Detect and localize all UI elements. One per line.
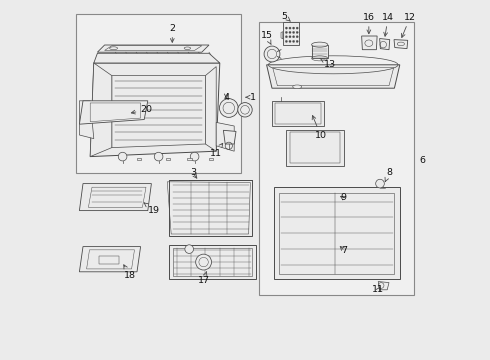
Circle shape (296, 27, 298, 29)
Text: 8: 8 (385, 168, 392, 182)
Circle shape (285, 40, 288, 42)
Polygon shape (98, 45, 209, 52)
Circle shape (220, 99, 238, 117)
Polygon shape (79, 184, 151, 211)
Polygon shape (378, 282, 389, 290)
Bar (99, 256, 119, 264)
Polygon shape (170, 180, 252, 236)
Circle shape (296, 36, 298, 38)
Polygon shape (283, 22, 299, 45)
Text: 9: 9 (340, 194, 346, 202)
Text: 2: 2 (169, 24, 175, 42)
Polygon shape (274, 187, 400, 279)
Polygon shape (90, 63, 112, 157)
Circle shape (289, 31, 291, 33)
Polygon shape (90, 63, 220, 157)
Polygon shape (187, 158, 192, 160)
Ellipse shape (110, 47, 118, 50)
Text: 14: 14 (382, 13, 394, 36)
Text: 1: 1 (246, 93, 256, 102)
Text: 17: 17 (197, 271, 210, 284)
Text: 7: 7 (340, 246, 347, 255)
Polygon shape (272, 101, 324, 126)
Polygon shape (170, 245, 256, 279)
Circle shape (289, 27, 291, 29)
Ellipse shape (312, 42, 328, 47)
Circle shape (289, 36, 291, 38)
Text: 15: 15 (261, 31, 272, 45)
Text: 19: 19 (144, 203, 160, 215)
Polygon shape (312, 45, 328, 58)
Text: 5: 5 (282, 12, 291, 21)
Text: 10: 10 (312, 116, 327, 139)
Text: 12: 12 (401, 13, 416, 37)
Polygon shape (380, 39, 390, 50)
Polygon shape (286, 130, 344, 166)
Circle shape (185, 245, 194, 253)
Circle shape (190, 152, 199, 161)
Text: 18: 18 (124, 265, 136, 280)
Polygon shape (267, 65, 400, 88)
Bar (76, 14, 242, 173)
Circle shape (196, 254, 212, 270)
Polygon shape (137, 158, 141, 160)
Circle shape (285, 27, 288, 29)
Polygon shape (205, 67, 216, 151)
Ellipse shape (184, 47, 191, 49)
Circle shape (293, 31, 294, 33)
Text: 3: 3 (190, 168, 197, 178)
Bar (259, 22, 414, 295)
Text: 11: 11 (210, 143, 223, 158)
Text: 16: 16 (363, 13, 375, 34)
Circle shape (154, 152, 163, 161)
Polygon shape (79, 247, 141, 272)
Circle shape (285, 31, 288, 33)
Text: 6: 6 (419, 156, 426, 165)
Polygon shape (394, 40, 408, 49)
Polygon shape (94, 53, 220, 63)
Text: 4: 4 (223, 93, 229, 102)
Circle shape (296, 31, 298, 33)
Text: 20: 20 (131, 105, 152, 114)
Circle shape (289, 40, 291, 42)
Circle shape (118, 152, 127, 161)
Circle shape (293, 36, 294, 38)
Polygon shape (79, 101, 94, 139)
Ellipse shape (293, 85, 302, 89)
Polygon shape (216, 122, 234, 151)
Circle shape (293, 40, 294, 42)
Circle shape (293, 27, 294, 29)
Polygon shape (281, 32, 283, 39)
Circle shape (285, 36, 288, 38)
Polygon shape (362, 36, 377, 50)
Circle shape (238, 103, 252, 117)
Text: 13: 13 (320, 58, 336, 69)
Circle shape (376, 179, 384, 188)
Polygon shape (223, 130, 236, 144)
Circle shape (264, 46, 280, 62)
Text: 11: 11 (372, 285, 384, 294)
Polygon shape (209, 158, 213, 160)
Circle shape (296, 40, 298, 42)
Polygon shape (79, 101, 148, 124)
Polygon shape (166, 158, 170, 160)
